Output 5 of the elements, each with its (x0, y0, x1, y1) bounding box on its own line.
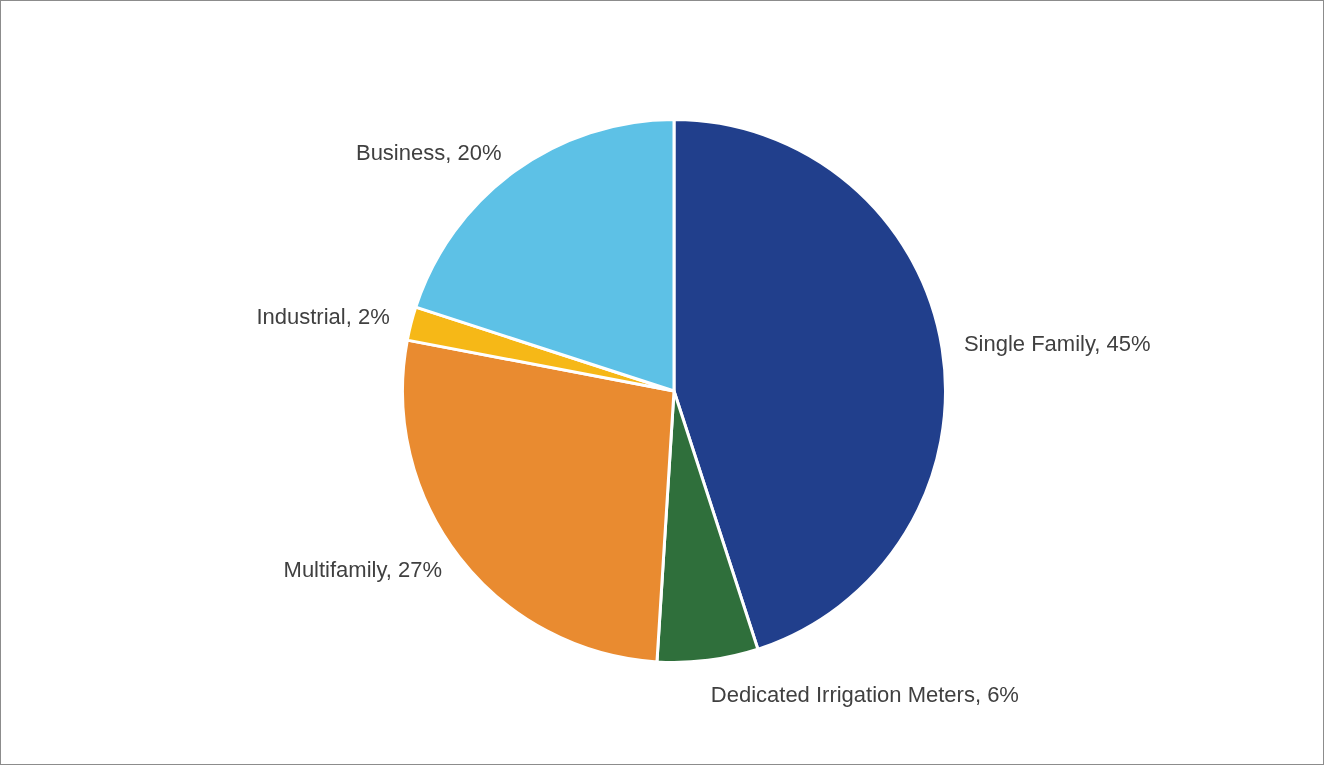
slice-label: Dedicated Irrigation Meters, 6% (710, 682, 1019, 708)
slice-label: Business, 20% (355, 139, 502, 165)
slice-label: Single Family, 45% (963, 331, 1151, 357)
slice-label: Industrial, 2% (256, 304, 390, 330)
slice-label: Multifamily, 27% (283, 556, 443, 582)
